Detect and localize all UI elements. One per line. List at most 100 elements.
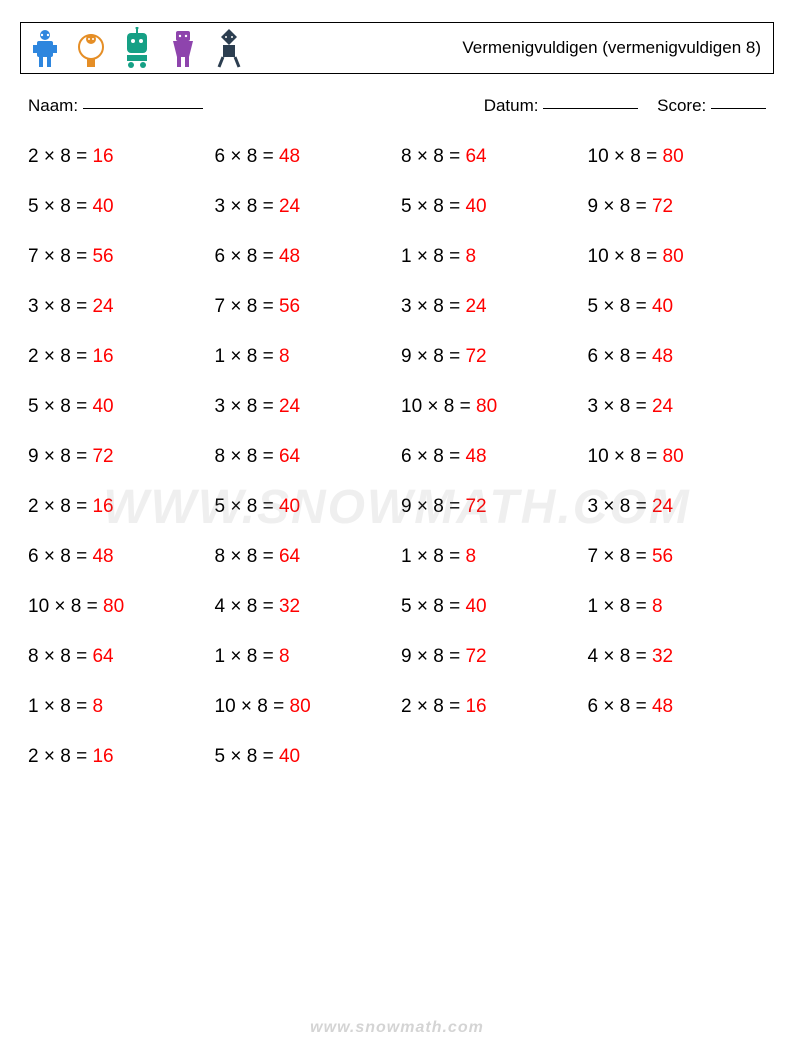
problem: 5 × 8 = 40: [215, 496, 402, 518]
answer: 48: [652, 346, 673, 367]
problem: 9 × 8 = 72: [588, 196, 775, 218]
problem: 6 × 8 = 48: [28, 546, 215, 568]
problem: 1 × 8 = 8: [401, 246, 588, 268]
answer: 24: [465, 296, 486, 317]
problem: 1 × 8 = 8: [215, 346, 402, 368]
problem: 3 × 8 = 24: [28, 296, 215, 318]
problem: 2 × 8 = 16: [28, 496, 215, 518]
answer: 48: [279, 146, 300, 167]
problem: 3 × 8 = 24: [588, 396, 775, 418]
problem: 6 × 8 = 48: [215, 246, 402, 268]
answer: 64: [92, 646, 113, 667]
answer: 64: [465, 146, 486, 167]
problem: 1 × 8 = 8: [588, 596, 775, 618]
answer: 56: [652, 546, 673, 567]
answer: 32: [279, 596, 300, 617]
problem: 6 × 8 = 48: [588, 346, 775, 368]
answer: 56: [92, 246, 113, 267]
problem: 3 × 8 = 24: [401, 296, 588, 318]
problem: 4 × 8 = 32: [215, 596, 402, 618]
problem: 8 × 8 = 64: [215, 446, 402, 468]
problem: 6 × 8 = 48: [588, 696, 775, 718]
problem: 7 × 8 = 56: [28, 246, 215, 268]
problem: 2 × 8 = 16: [28, 746, 215, 768]
answer: 72: [465, 646, 486, 667]
name-field: Naam:: [28, 96, 203, 116]
robot-icon: [119, 27, 155, 69]
answer: 32: [652, 646, 673, 667]
answer: 80: [476, 396, 497, 417]
problem: 5 × 8 = 40: [588, 296, 775, 318]
problem: 3 × 8 = 24: [588, 496, 775, 518]
problem: 1 × 8 = 8: [215, 646, 402, 668]
answer: 24: [652, 396, 673, 417]
answer: 8: [279, 346, 290, 367]
problem: 5 × 8 = 40: [28, 396, 215, 418]
robot-icon: [211, 27, 247, 69]
name-blank[interactable]: [83, 108, 203, 109]
problem: 2 × 8 = 16: [401, 696, 588, 718]
problem: 8 × 8 = 64: [28, 646, 215, 668]
answer: 16: [92, 746, 113, 767]
answer: 16: [92, 496, 113, 517]
answer: 72: [465, 496, 486, 517]
answer: 40: [279, 496, 300, 517]
answer: 40: [92, 196, 113, 217]
answer: 8: [92, 696, 103, 717]
problem: 10 × 8 = 80: [588, 246, 775, 268]
problem: 7 × 8 = 56: [588, 546, 775, 568]
date-blank[interactable]: [543, 108, 638, 109]
problem: 4 × 8 = 32: [588, 646, 775, 668]
answer: 48: [465, 446, 486, 467]
name-label: Naam:: [28, 96, 78, 115]
answer: 40: [465, 596, 486, 617]
answer: 80: [290, 696, 311, 717]
problem: 5 × 8 = 40: [215, 746, 402, 768]
answer: 8: [465, 246, 476, 267]
answer: 40: [465, 196, 486, 217]
answer: 80: [663, 146, 684, 167]
answer: 40: [92, 396, 113, 417]
problem: 2 × 8 = 16: [28, 146, 215, 168]
answer: 40: [652, 296, 673, 317]
answer: 8: [465, 546, 476, 567]
answer: 16: [465, 696, 486, 717]
answer: 80: [663, 246, 684, 267]
header-box: Vermenigvuldigen (vermenigvuldigen 8): [20, 22, 774, 74]
problem: 10 × 8 = 80: [401, 396, 588, 418]
problem: 1 × 8 = 8: [401, 546, 588, 568]
problem: 10 × 8 = 80: [28, 596, 215, 618]
answer: 80: [103, 596, 124, 617]
robot-icon: [27, 27, 63, 69]
answer: 16: [92, 146, 113, 167]
problem: 9 × 8 = 72: [28, 446, 215, 468]
footer-link: www.snowmath.com: [0, 1019, 794, 1037]
answer: 24: [279, 396, 300, 417]
problem: 6 × 8 = 48: [215, 146, 402, 168]
problem: 10 × 8 = 80: [215, 696, 402, 718]
answer: 16: [92, 346, 113, 367]
answer: 72: [652, 196, 673, 217]
robot-icon: [73, 27, 109, 69]
date-label: Datum:: [484, 96, 539, 115]
problem: 9 × 8 = 72: [401, 346, 588, 368]
problem: 5 × 8 = 40: [28, 196, 215, 218]
meta-row: Naam: Datum: Score:: [28, 96, 766, 116]
problem: 10 × 8 = 80: [588, 146, 775, 168]
problem: 5 × 8 = 40: [401, 196, 588, 218]
answer: 48: [92, 546, 113, 567]
answer: 80: [663, 446, 684, 467]
score-blank[interactable]: [711, 108, 766, 109]
problem: 6 × 8 = 48: [401, 446, 588, 468]
date-score: Datum: Score:: [484, 96, 766, 116]
problem: 3 × 8 = 24: [215, 396, 402, 418]
problem: 8 × 8 = 64: [401, 146, 588, 168]
robot-icon: [165, 27, 201, 69]
answer: 48: [652, 696, 673, 717]
answer: 72: [92, 446, 113, 467]
robot-icons: [27, 27, 247, 69]
problems-grid: 2 × 8 = 166 × 8 = 488 × 8 = 6410 × 8 = 8…: [28, 146, 774, 768]
score-label: Score:: [657, 96, 706, 115]
problem: 5 × 8 = 40: [401, 596, 588, 618]
answer: 56: [279, 296, 300, 317]
